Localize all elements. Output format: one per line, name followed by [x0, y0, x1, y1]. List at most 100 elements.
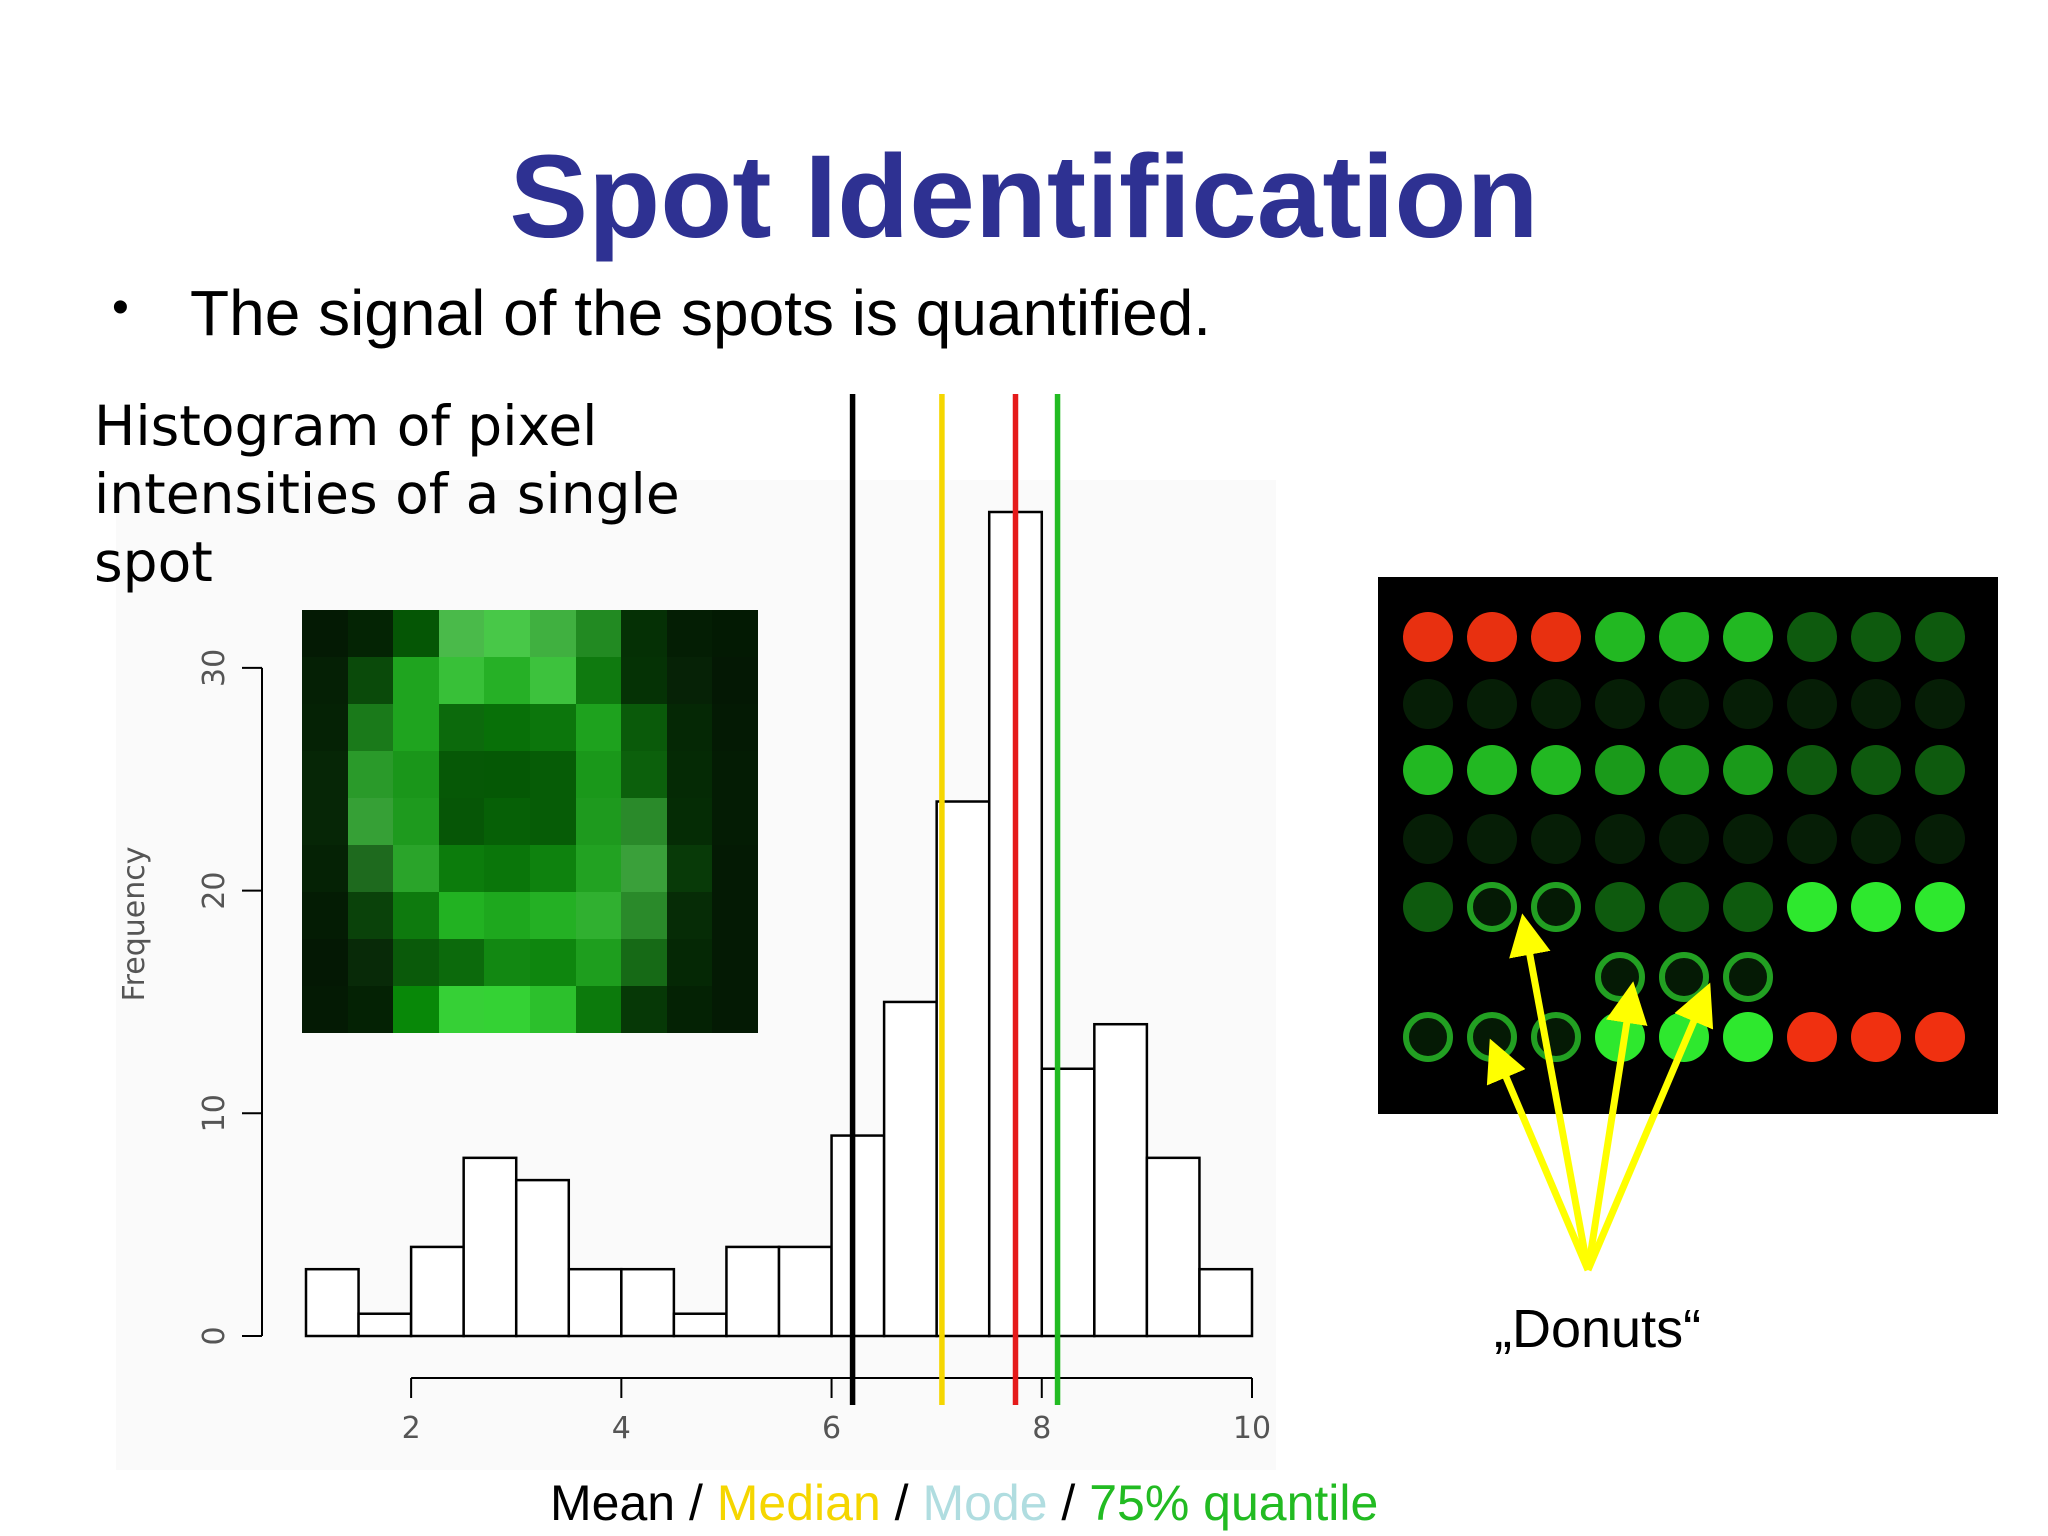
spot-pixel [712, 798, 758, 845]
histogram-bar [409, 1245, 465, 1338]
spot-pixel [666, 751, 713, 798]
statistic-lines [849, 394, 1061, 1405]
spot-pixel [529, 751, 576, 798]
spot-pixel [302, 704, 348, 751]
microarray-spot [1467, 745, 1517, 795]
spot-pixel [438, 845, 485, 892]
histogram-bar [620, 1267, 676, 1338]
spot-pixel [621, 845, 667, 892]
microarray-spot [1915, 679, 1965, 729]
spot-pixel [484, 798, 530, 845]
spot-pixel [621, 986, 667, 1033]
spot-pixel [529, 704, 576, 751]
microarray-spot [1467, 612, 1517, 662]
x-axis: 2 4 6 8 10 [402, 1377, 1271, 1446]
microarray-spot [1403, 745, 1453, 795]
spot-pixel [666, 657, 713, 704]
spot-pixel [712, 704, 758, 751]
spot-pixel [666, 986, 713, 1033]
microarray-spot [1723, 882, 1773, 932]
x-tick-label: 4 [612, 1411, 631, 1446]
spot-pixel [575, 986, 622, 1033]
microarray-spot [1531, 679, 1581, 729]
microarray-spot [1851, 679, 1901, 729]
x-tick-label: 10 [1233, 1411, 1271, 1446]
spot-pixel [438, 798, 485, 845]
spot-pixel [666, 939, 713, 986]
spot-pixel [484, 845, 530, 892]
spot-pixel [621, 610, 667, 657]
spot-pixel [347, 657, 394, 704]
microarray-spot [1659, 612, 1709, 662]
legend-mean: Mean [550, 1475, 676, 1531]
spot-pixel [666, 892, 713, 939]
microarray-spot [1723, 814, 1773, 864]
spot-pixel [621, 657, 667, 704]
microarray-donut-spot [1467, 882, 1517, 932]
spot-pixel [438, 610, 485, 657]
spot-pixel [393, 892, 439, 939]
spot-pixel [621, 892, 667, 939]
spot-pixel [347, 892, 394, 939]
microarray-spot [1659, 745, 1709, 795]
y-tick-label: 30 [197, 649, 232, 687]
bars-group [304, 510, 1254, 1338]
microarray-spot [1915, 612, 1965, 662]
microarray-spot [1915, 745, 1965, 795]
y-axis: 0 10 20 30 [197, 649, 263, 1346]
microarray-spot [1595, 814, 1645, 864]
spot-pixel [347, 751, 394, 798]
spot-pixel [393, 704, 439, 751]
spot-pixel [666, 798, 713, 845]
microarray-spot [1851, 612, 1901, 662]
microarray-spot [1787, 1012, 1837, 1062]
spot-pixel [302, 751, 348, 798]
microarray-spot [1531, 814, 1581, 864]
spot-pixel [302, 657, 348, 704]
spot-pixel [529, 892, 576, 939]
spot-pixel [621, 798, 667, 845]
microarray-spot [1723, 679, 1773, 729]
spot-pixel [393, 751, 439, 798]
spot-pixel [302, 610, 348, 657]
y-tick-label: 20 [197, 872, 232, 910]
microarray-spots [1403, 612, 1965, 1062]
histogram-bar [935, 800, 991, 1338]
spot-pixel [621, 939, 667, 986]
legend-median: Median [716, 1475, 881, 1531]
histogram-bar [462, 1156, 518, 1338]
histogram-bar [1093, 1022, 1149, 1338]
microarray-spot [1851, 882, 1901, 932]
microarray-donut-spot [1723, 952, 1773, 1002]
microarray-spot [1787, 882, 1837, 932]
spot-pixel [302, 939, 348, 986]
spot-pixel [529, 939, 576, 986]
spot-pixel [438, 657, 485, 704]
microarray-spot [1787, 679, 1837, 729]
spot-pixel [712, 986, 758, 1033]
histogram-bar [1198, 1267, 1254, 1338]
microarray-spot [1659, 882, 1709, 932]
spot-pixel [484, 610, 530, 657]
spot-pixel [529, 610, 576, 657]
x-tick-label: 6 [822, 1411, 841, 1446]
spot-pixel [575, 704, 622, 751]
spot-pixel [575, 751, 622, 798]
microarray-spot [1595, 679, 1645, 729]
histogram-bar [672, 1312, 728, 1338]
spot-pixel-image [302, 610, 758, 1033]
spot-pixel [347, 798, 394, 845]
microarray-spot [1467, 679, 1517, 729]
x-tick-label: 2 [402, 1411, 421, 1446]
histogram-caption: Histogram of pixel intensities of a sing… [94, 394, 680, 594]
spot-pixel [438, 892, 485, 939]
y-axis-label: Frequency [117, 847, 152, 1002]
spot-pixel [575, 939, 622, 986]
histogram-bar [357, 1312, 413, 1338]
spot-pixel [438, 751, 485, 798]
y-tick-label: 10 [197, 1094, 232, 1132]
slide-title: Spot Identification [509, 131, 1539, 263]
histogram-bar [1040, 1067, 1096, 1338]
spot-pixel [529, 986, 576, 1033]
microarray-spot [1787, 814, 1837, 864]
